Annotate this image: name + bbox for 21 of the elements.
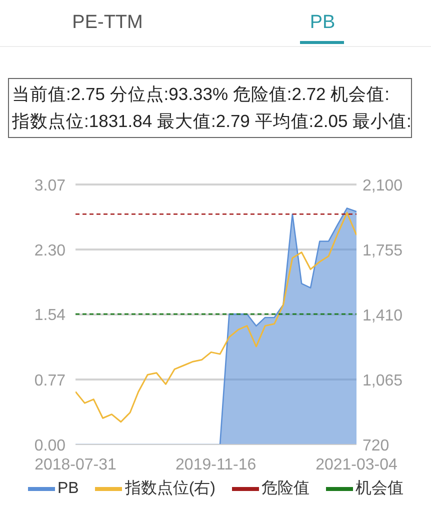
legend-label: 指数点位(右)	[124, 478, 216, 499]
x-tick-label: 2018-07-31	[34, 456, 117, 474]
text: 当前值:2.75 分位点:93.33% 危险值:2.72 机会值:	[12, 83, 391, 106]
y2-tick-label: 1,755	[362, 242, 403, 260]
y2-tick-label: 2,100	[362, 178, 403, 194]
legend-label: 机会值	[356, 478, 404, 499]
y2-tick-label: 1,065	[362, 372, 403, 390]
y-tick-label: 3.07	[34, 178, 66, 194]
x-tick-label: 2021-03-04	[316, 456, 398, 474]
y2-tick-label: 1,410	[362, 308, 403, 324]
x-tick-label: 2019-11-16	[176, 456, 256, 474]
text: PE-TTM	[72, 12, 143, 33]
y-tick-label: 1.54	[34, 307, 66, 324]
y-tick-label: 2.30	[34, 242, 66, 260]
text: 指数点位:1831.84 最大值:2.79 平均值:2.05 最小值:	[12, 110, 412, 133]
legend-label: PB	[58, 478, 79, 499]
y-tick-label: 0.77	[34, 372, 66, 390]
text: PB	[310, 12, 336, 33]
legend-label: 危险值	[262, 478, 310, 499]
y-tick-label: 0.00	[34, 438, 66, 454]
y2-tick-label: 720	[362, 438, 390, 454]
